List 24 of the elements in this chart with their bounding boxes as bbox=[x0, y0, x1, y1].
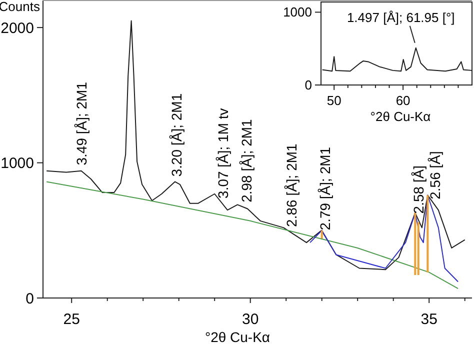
annotation: 3.49 [Å]; 2M1 bbox=[74, 82, 90, 166]
x-axis-title: °2θ Cu-Kα bbox=[370, 109, 432, 124]
y-tick-label: 1000 bbox=[283, 4, 312, 20]
annotation: 2.98 [Å]; 2M1 bbox=[238, 118, 255, 202]
annotation: 3.07 [Å]; 1M tv bbox=[215, 108, 231, 198]
bar bbox=[414, 212, 416, 276]
x-tick-label: 50 bbox=[326, 93, 342, 108]
x-tick-label: 35 bbox=[420, 311, 438, 328]
y-tick-label: 1000 bbox=[0, 155, 34, 172]
x-tick-label: 25 bbox=[63, 311, 80, 328]
annotation: 1.497 [Å]; 61.95 [°] bbox=[346, 10, 455, 25]
y-tick-label: 0 bbox=[26, 290, 34, 308]
bar bbox=[320, 230, 323, 238]
annotation: 2.79 [Å]; 2M1 bbox=[317, 146, 333, 230]
y-tick-label: 0 bbox=[304, 78, 312, 93]
y-tick-label: 2000 bbox=[0, 20, 34, 37]
annotation: 2.56 [Å] bbox=[427, 151, 443, 200]
bar bbox=[426, 195, 429, 272]
annotation: 3.20 [Å]; 2M1 bbox=[168, 93, 185, 177]
x-axis-title: °2θ Cu-Kα bbox=[204, 329, 270, 345]
annotation: 2.86 [Å]; 2M1 bbox=[284, 143, 300, 227]
x-tick-label: 30 bbox=[242, 311, 259, 328]
x-tick-label: 60 bbox=[396, 93, 410, 108]
annotation: 2.58 [Å] bbox=[410, 165, 426, 214]
